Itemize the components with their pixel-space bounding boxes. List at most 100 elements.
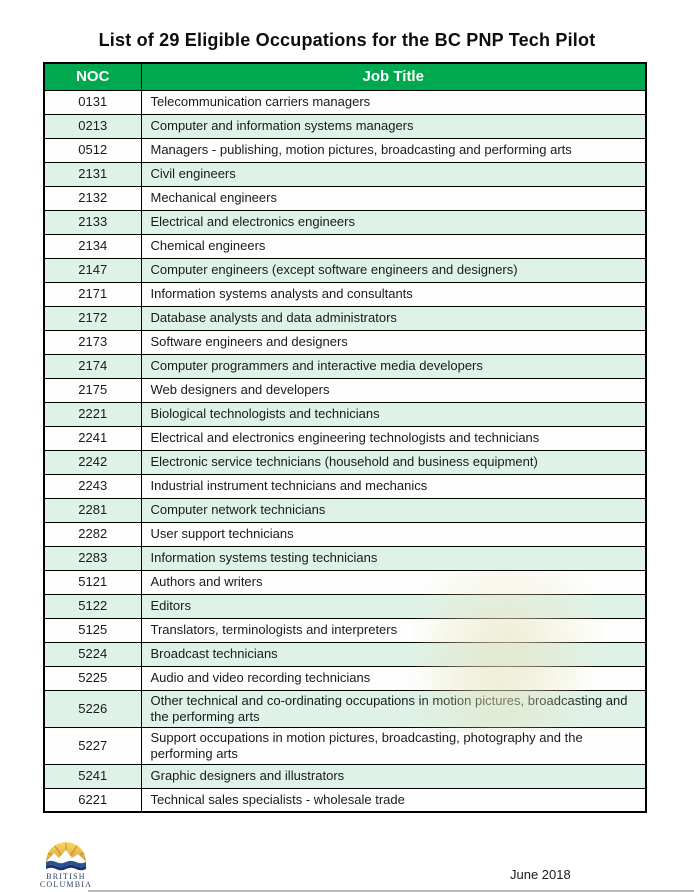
job-title-cell: Computer engineers (except software engi… — [140, 257, 647, 283]
job-title-cell: Industrial instrument technicians and me… — [140, 473, 647, 499]
page-bottom-edge — [88, 890, 694, 892]
noc-cell: 2243 — [43, 473, 142, 499]
job-title-cell: Civil engineers — [140, 161, 647, 187]
job-title-cell: Managers - publishing, motion pictures, … — [140, 137, 647, 163]
noc-cell: 2175 — [43, 377, 142, 403]
table-row: 5122 Editors — [43, 593, 647, 619]
job-title-cell: Graphic designers and illustrators — [140, 763, 647, 789]
table-row: 2173 Software engineers and designers — [43, 329, 647, 355]
noc-cell: 5227 — [43, 726, 142, 765]
noc-cell: 6221 — [43, 787, 142, 813]
noc-cell: 5121 — [43, 569, 142, 595]
job-title-cell: Chemical engineers — [140, 233, 647, 259]
job-title-cell: Technical sales specialists - wholesale … — [140, 787, 647, 813]
noc-cell: 2283 — [43, 545, 142, 571]
table-row: 5226 Other technical and co-ordinating oc… — [43, 689, 647, 728]
noc-cell: 5125 — [43, 617, 142, 643]
job-title-column-header: Job Title — [140, 62, 647, 91]
noc-cell: 2242 — [43, 449, 142, 475]
bc-logo-line2: Columbia — [39, 880, 93, 889]
job-title-cell: Information systems analysts and consult… — [140, 281, 647, 307]
job-title-cell: Electrical and electronics engineering t… — [140, 425, 647, 451]
footer-date: June 2018 — [510, 867, 571, 882]
noc-cell: 2134 — [43, 233, 142, 259]
noc-cell: 5225 — [43, 665, 142, 691]
job-title-cell: Translators, terminologists and interpre… — [140, 617, 647, 643]
job-title-cell: User support technicians — [140, 521, 647, 547]
table-row: 5241 Graphic designers and illustrators — [43, 763, 647, 789]
noc-cell: 2132 — [43, 185, 142, 211]
table-row: 2174 Computer programmers and interactive… — [43, 353, 647, 379]
noc-cell: 0512 — [43, 137, 142, 163]
noc-cell: 2147 — [43, 257, 142, 283]
job-title-cell: Computer and information systems manager… — [140, 113, 647, 139]
table-row: 2132 Mechanical engineers — [43, 185, 647, 211]
job-title-cell: Electrical and electronics engineers — [140, 209, 647, 235]
noc-cell: 5224 — [43, 641, 142, 667]
table-row: 5225 Audio and video recording technician… — [43, 665, 647, 691]
table-row: 2241 Electrical and electronics engineeri… — [43, 425, 647, 451]
job-title-cell: Editors — [140, 593, 647, 619]
table-row: 6221 Technical sales specialists - wholes… — [43, 787, 647, 813]
noc-cell: 2281 — [43, 497, 142, 523]
noc-cell: 5226 — [43, 689, 142, 728]
table-row: 2243 Industrial instrument technicians an… — [43, 473, 647, 499]
table-row: 2281 Computer network technicians — [43, 497, 647, 523]
table-row: 2175 Web designers and developers — [43, 377, 647, 403]
noc-cell: 2221 — [43, 401, 142, 427]
noc-cell: 2174 — [43, 353, 142, 379]
noc-cell: 2131 — [43, 161, 142, 187]
job-title-cell: Authors and writers — [140, 569, 647, 595]
table-row: 2131 Civil engineers — [43, 161, 647, 187]
job-title-cell: Web designers and developers — [140, 377, 647, 403]
noc-column-header: NOC — [43, 62, 142, 91]
table-header-row: NOC Job Title — [43, 62, 647, 91]
noc-cell: 0131 — [43, 89, 142, 115]
table-row: 0131 Telecommunication carriers managers — [43, 89, 647, 115]
job-title-cell: Biological technologists and technicians — [140, 401, 647, 427]
table-row: 2134 Chemical engineers — [43, 233, 647, 259]
table-row: 5227 Support occupations in motion pictur… — [43, 726, 647, 765]
job-title-cell: Audio and video recording technicians — [140, 665, 647, 691]
job-title-cell: Other technical and co-ordinating occupa… — [140, 689, 647, 728]
job-title-cell: Support occupations in motion pictures, … — [140, 726, 647, 765]
table-row: 5121 Authors and writers — [43, 569, 647, 595]
job-title-cell: Telecommunication carriers managers — [140, 89, 647, 115]
bc-logo-line1: British — [46, 872, 86, 881]
noc-cell: 2173 — [43, 329, 142, 355]
table-row: 2282 User support technicians — [43, 521, 647, 547]
table-row: 2172 Database analysts and data administr… — [43, 305, 647, 331]
noc-cell: 2133 — [43, 209, 142, 235]
bc-logo-wordmark: British Columbia — [28, 873, 104, 889]
job-title-cell: Software engineers and designers — [140, 329, 647, 355]
bc-sun-mountain-icon — [45, 842, 87, 871]
table-row: 2283 Information systems testing technici… — [43, 545, 647, 571]
job-title-cell: Information systems testing technicians — [140, 545, 647, 571]
job-title-cell: Mechanical engineers — [140, 185, 647, 211]
page-title: List of 29 Eligible Occupations for the … — [98, 30, 596, 50]
table-row: 2147 Computer engineers (except software … — [43, 257, 647, 283]
noc-cell: 2282 — [43, 521, 142, 547]
table-row: 2221 Biological technologists and technic… — [43, 401, 647, 427]
job-title-cell: Electronic service technicians (househol… — [140, 449, 647, 475]
table-row: 2171 Information systems analysts and con… — [43, 281, 647, 307]
job-title-cell: Database analysts and data administrator… — [140, 305, 647, 331]
noc-cell: 2241 — [43, 425, 142, 451]
occupations-tbody: 0131 Telecommunication carriers managers 0… — [43, 89, 647, 813]
bc-government-logo: British Columbia — [28, 840, 104, 889]
job-title-cell: Computer programmers and interactive med… — [140, 353, 647, 379]
noc-cell: 2172 — [43, 305, 142, 331]
occupations-table: NOC Job Title 0131 Telecommunication carr… — [43, 62, 647, 813]
job-title-cell: Computer network technicians — [140, 497, 647, 523]
noc-cell: 2171 — [43, 281, 142, 307]
table-row: 2242 Electronic service technicians (hous… — [43, 449, 647, 475]
noc-cell: 0213 — [43, 113, 142, 139]
table-row: 0512 Managers - publishing, motion pictur… — [43, 137, 647, 163]
table-row: 2133 Electrical and electronics engineers — [43, 209, 647, 235]
table-row: 5224 Broadcast technicians — [43, 641, 647, 667]
table-row: 0213 Computer and information systems man… — [43, 113, 647, 139]
noc-cell: 5241 — [43, 763, 142, 789]
job-title-cell: Broadcast technicians — [140, 641, 647, 667]
table-row: 5125 Translators, terminologists and inte… — [43, 617, 647, 643]
